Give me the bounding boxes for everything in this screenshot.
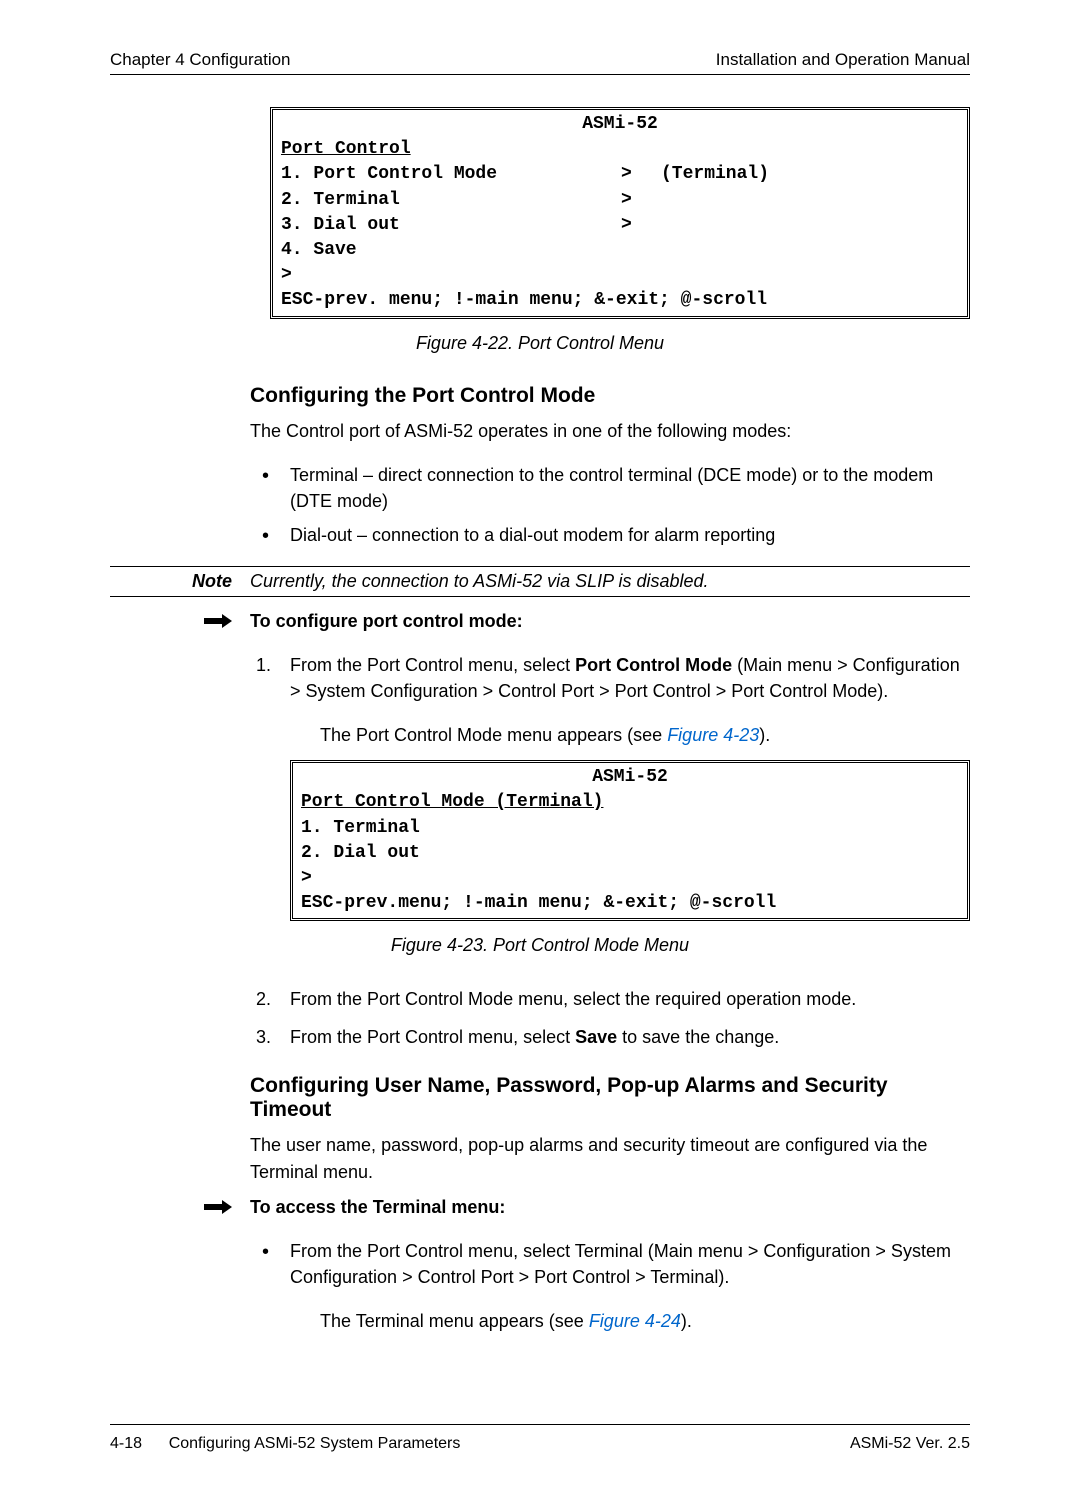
terminal1-row2-mid: > [621, 213, 661, 238]
proc2-result-pre: The Terminal menu appears (see [320, 1311, 589, 1331]
figure-22-caption: Figure 4-22. Port Control Menu [110, 333, 970, 354]
bullet-terminal: Terminal – direct connection to the cont… [250, 462, 970, 514]
terminal1-prompt: > [281, 263, 959, 288]
terminal1-row3-mid [621, 238, 661, 263]
page-footer: 4-18 Configuring ASMi-52 System Paramete… [110, 1424, 970, 1453]
step-2: 2. From the Port Control Mode menu, sele… [250, 986, 970, 1012]
body-user-name-intro: The user name, password, pop-up alarms a… [250, 1132, 970, 1184]
heading-config-user-name: Configuring User Name, Password, Pop-up … [250, 1074, 970, 1122]
step1-bold: Port Control Mode [575, 655, 732, 675]
terminal2-row0: 1. Terminal [301, 816, 959, 841]
terminal2-footer: ESC-prev.menu; !-main menu; &-exit; @-sc… [301, 891, 959, 916]
terminal1-row: 3. Dial out > [281, 213, 959, 238]
terminal1-row: 4. Save [281, 238, 959, 263]
step-3: 3. From the Port Control menu, select Sa… [250, 1024, 970, 1050]
arrow-icon [110, 611, 250, 634]
step2-text: From the Port Control Mode menu, select … [290, 989, 856, 1009]
bullet-dialout: Dial-out – connection to a dial-out mode… [250, 522, 970, 548]
step1-result-pre: The Port Control Mode menu appears (see [320, 725, 667, 745]
step2-num: 2. [256, 986, 271, 1012]
modes-bullet-list: Terminal – direct connection to the cont… [250, 462, 970, 548]
heading-config-port-control-mode: Configuring the Port Control Mode [250, 384, 970, 408]
terminal2-prompt: > [301, 866, 959, 891]
terminal1-row: 1. Port Control Mode > (Terminal) [281, 162, 959, 187]
step3-pre: From the Port Control menu, select [290, 1027, 575, 1047]
step-1: 1. From the Port Control menu, select Po… [250, 652, 970, 704]
figure-23-link[interactable]: Figure 4-23 [667, 725, 759, 745]
note-text: Currently, the connection to ASMi-52 via… [250, 571, 970, 592]
procedure2-heading-row: To access the Terminal menu: [110, 1197, 970, 1220]
proc2-result: The Terminal menu appears (see Figure 4-… [320, 1308, 970, 1334]
terminal1-row0-right: (Terminal) [661, 162, 959, 187]
terminal1-footer: ESC-prev. menu; !-main menu; &-exit; @-s… [281, 288, 959, 313]
terminal1-row2-left: 3. Dial out [281, 213, 621, 238]
step1-pre: From the Port Control menu, select [290, 655, 575, 675]
terminal2-subtitle: Port Control Mode (Terminal) [301, 790, 959, 815]
terminal2-row1: 2. Dial out [301, 841, 959, 866]
step3-post: to save the change. [617, 1027, 779, 1047]
procedure-heading-row: To configure port control mode: [110, 611, 970, 634]
footer-right: ASMi-52 Ver. 2.5 [850, 1435, 970, 1453]
header-left: Chapter 4 Configuration [110, 50, 291, 70]
procedure1-title: To configure port control mode: [250, 611, 970, 634]
footer-left: 4-18 Configuring ASMi-52 System Paramete… [110, 1435, 460, 1453]
terminal1-title: ASMi-52 [281, 112, 959, 137]
note-slip-disabled: Note Currently, the connection to ASMi-5… [110, 566, 970, 597]
procedure1-steps-cont: 2. From the Port Control Mode menu, sele… [250, 986, 970, 1050]
procedure1-steps: 1. From the Port Control menu, select Po… [250, 652, 970, 704]
step3-num: 3. [256, 1024, 271, 1050]
note-label: Note [110, 571, 250, 592]
terminal1-subtitle: Port Control [281, 137, 959, 162]
terminal2-title: ASMi-52 [301, 765, 959, 790]
figure-23-caption: Figure 4-23. Port Control Mode Menu [110, 935, 970, 956]
procedure2-bullets: From the Port Control menu, select Termi… [250, 1238, 970, 1290]
terminal1-row1-left: 2. Terminal [281, 188, 621, 213]
terminal1-row1-mid: > [621, 188, 661, 213]
proc2-result-post: ). [681, 1311, 692, 1331]
step3-bold: Save [575, 1027, 617, 1047]
footer-section-title: Configuring ASMi-52 System Parameters [169, 1435, 461, 1452]
footer-page-num: 4-18 [110, 1435, 142, 1452]
terminal1-row1-right [661, 188, 959, 213]
arrow-icon [110, 1197, 250, 1220]
step1-result: The Port Control Mode menu appears (see … [320, 722, 970, 748]
step1-num: 1. [256, 652, 271, 678]
page-header: Chapter 4 Configuration Installation and… [110, 50, 970, 75]
proc2-bullet: From the Port Control menu, select Termi… [250, 1238, 970, 1290]
terminal1-row: 2. Terminal > [281, 188, 959, 213]
header-right: Installation and Operation Manual [716, 50, 970, 70]
terminal1-row3-right [661, 238, 959, 263]
step1-result-post: ). [759, 725, 770, 745]
terminal1-row0-mid: > [621, 162, 661, 187]
terminal-port-control-mode: ASMi-52 Port Control Mode (Terminal) 1. … [290, 760, 970, 921]
terminal1-row2-right [661, 213, 959, 238]
terminal1-row3-left: 4. Save [281, 238, 621, 263]
terminal-port-control: ASMi-52 Port Control 1. Port Control Mod… [270, 107, 970, 319]
procedure2-title: To access the Terminal menu: [250, 1197, 970, 1220]
figure-24-link[interactable]: Figure 4-24 [589, 1311, 681, 1331]
body-intro-modes: The Control port of ASMi-52 operates in … [250, 418, 970, 444]
terminal1-row0-left: 1. Port Control Mode [281, 162, 621, 187]
